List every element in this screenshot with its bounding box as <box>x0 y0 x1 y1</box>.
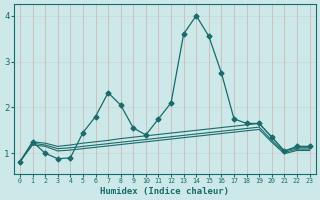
X-axis label: Humidex (Indice chaleur): Humidex (Indice chaleur) <box>100 187 229 196</box>
